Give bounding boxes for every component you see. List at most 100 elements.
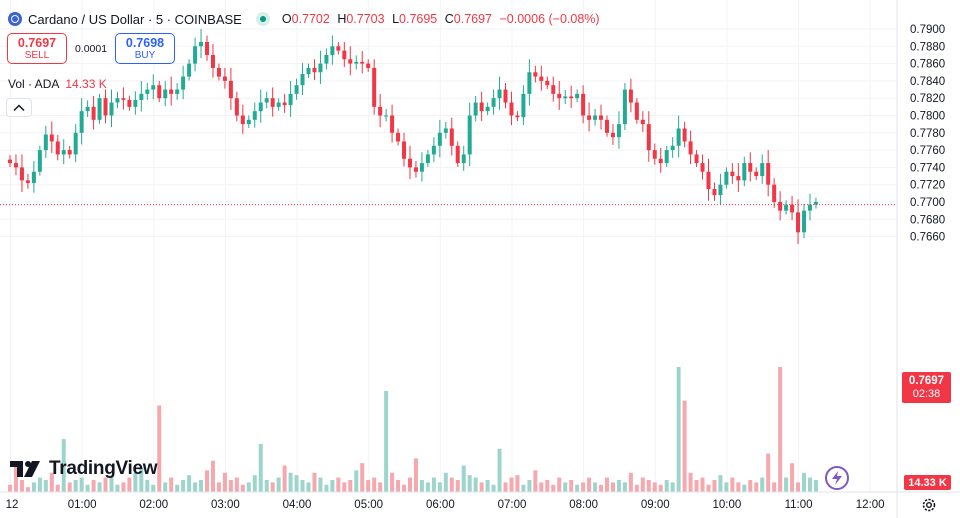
time-tick-label: 05:00 (354, 499, 383, 511)
open-value: 0.7702 (291, 12, 330, 26)
candle-down (13, 163, 18, 168)
price-tick-label: 0.7860 (910, 59, 945, 71)
volume-bar (252, 475, 257, 492)
high-label: H (337, 12, 347, 26)
candle-up (593, 115, 598, 120)
candle-down (360, 61, 365, 64)
volume-bar (587, 477, 592, 492)
volume-legend[interactable]: Vol · ADA 14.33 K (8, 77, 107, 91)
candle-down (396, 132, 401, 142)
candle-up (491, 98, 496, 107)
volume-bar (97, 482, 102, 492)
candle-up (563, 96, 568, 99)
candle-up (676, 128, 681, 146)
candle-up (419, 163, 424, 172)
time-tick-label: 11:00 (785, 499, 813, 511)
volume-bar (169, 477, 174, 492)
candle-down (127, 99, 132, 107)
collapse-legend-button[interactable] (6, 98, 32, 117)
volume-bar (258, 443, 263, 492)
bolt-button[interactable] (825, 466, 849, 490)
volume-bar (694, 479, 699, 492)
candle-up (139, 93, 144, 100)
volume-bar (8, 484, 12, 492)
legend-header: Cardano / US Dollar · 5 · COINBASE O0.77… (8, 9, 604, 29)
candle-up (109, 102, 114, 116)
candle-down (790, 204, 795, 213)
volume-bar (712, 479, 717, 492)
tradingview-logo[interactable]: TradingView (10, 458, 158, 480)
sell-button[interactable]: 0.7697 SELL (7, 33, 67, 64)
candle-down (700, 163, 705, 172)
candle-up (115, 98, 120, 103)
candle-down (652, 150, 657, 159)
volume-bar (467, 475, 472, 492)
volume-bar (216, 482, 221, 492)
symbol-title[interactable]: Cardano / US Dollar · 5 · COINBASE (28, 11, 242, 27)
volume-bars (8, 367, 818, 492)
candle-down (605, 119, 609, 133)
volume-bar (557, 477, 562, 492)
volume-bar (103, 477, 108, 492)
volume-value: 14.33 K (65, 77, 107, 91)
volume-bar (569, 479, 574, 492)
volume-bar (306, 482, 311, 492)
volume-bar (61, 439, 66, 492)
candle-down (228, 80, 233, 99)
candle-down (796, 212, 801, 233)
volume-bar (527, 479, 532, 492)
candle-down (545, 80, 550, 86)
volume-bar (813, 479, 818, 492)
market-status-icon[interactable] (255, 12, 270, 26)
candle-down (557, 93, 562, 99)
volume-bar (157, 405, 162, 492)
candle-down (19, 167, 24, 181)
candle-down (413, 167, 418, 172)
candle-up (425, 154, 430, 164)
volume-bar (616, 479, 621, 492)
volume-bar (390, 472, 395, 492)
buy-button[interactable]: 0.7698 BUY (115, 33, 175, 64)
low-label: L (392, 12, 400, 26)
candle-up (151, 85, 156, 90)
volume-bar (730, 477, 735, 492)
candle-down (169, 89, 174, 94)
volume-bar (575, 484, 580, 492)
candle-down (390, 115, 395, 133)
candle-down (766, 163, 771, 185)
volume-bar (431, 477, 436, 492)
volume-bar (419, 479, 424, 492)
candle-up (467, 115, 472, 155)
candle-up (622, 89, 627, 125)
volume-bar (139, 467, 144, 492)
volume-bar (384, 391, 389, 492)
volume-bar (181, 479, 186, 492)
candle-up (258, 102, 263, 112)
candle-down (8, 159, 12, 164)
volume-bar (175, 484, 180, 492)
candle-down (736, 176, 741, 181)
volume-bar (276, 477, 281, 492)
settings-gear-icon[interactable] (921, 497, 937, 513)
lightning-icon (832, 471, 842, 485)
price-tick-label: 0.7820 (910, 93, 945, 105)
candle-up (437, 132, 442, 146)
volume-bar (605, 477, 609, 492)
close-value: 0.7697 (453, 12, 492, 26)
candle-up (145, 89, 150, 94)
candle-down (348, 59, 353, 64)
candle-down (234, 98, 239, 116)
candle-down (378, 106, 383, 116)
time-tick-label: 12:00 (856, 499, 885, 511)
candle-up (133, 99, 138, 107)
candle-down (55, 141, 60, 155)
volume-bar (491, 484, 496, 492)
candle-down (551, 85, 556, 94)
price-tick-label: 0.7840 (910, 76, 945, 88)
candle-up (443, 128, 448, 133)
candle-up (760, 163, 765, 177)
volume-bar (497, 448, 502, 492)
candle-down (282, 102, 287, 106)
sell-label: SELL (24, 49, 50, 61)
